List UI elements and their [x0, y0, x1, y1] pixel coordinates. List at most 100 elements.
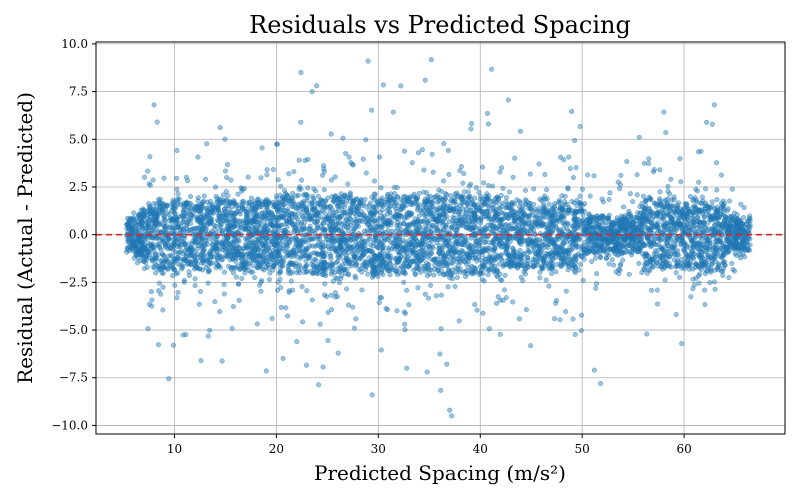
data-point: [431, 230, 437, 236]
data-point: [418, 269, 424, 275]
data-point: [410, 220, 416, 226]
data-point: [533, 238, 539, 244]
data-point: [322, 211, 328, 217]
data-point: [377, 209, 384, 216]
data-point: [609, 257, 615, 263]
data-point: [704, 209, 710, 215]
data-point: [525, 247, 531, 253]
data-point: [429, 199, 435, 206]
data-point: [564, 207, 570, 213]
data-point: [456, 224, 462, 230]
data-point: [387, 253, 394, 259]
data-point: [347, 192, 353, 198]
data-point: [497, 236, 503, 242]
data-point: [331, 198, 337, 204]
data-point: [421, 208, 427, 214]
data-point: [191, 254, 197, 260]
data-point: [380, 248, 386, 254]
data-point: [692, 195, 698, 201]
data-point: [702, 200, 709, 206]
data-point: [425, 262, 431, 268]
data-point: [411, 228, 418, 235]
data-point: [714, 196, 720, 203]
data-point: [156, 264, 162, 270]
data-point: [485, 272, 491, 278]
data-point: [315, 252, 321, 258]
data-point: [365, 271, 371, 277]
data-point: [245, 245, 251, 251]
data-point: [537, 254, 543, 260]
data-point: [705, 227, 711, 233]
data-point: [144, 252, 150, 258]
data-point: [190, 226, 197, 232]
data-point: [457, 269, 463, 275]
data-point: [129, 242, 135, 248]
data-point: [317, 209, 324, 215]
data-point: [630, 219, 636, 225]
data-point: [648, 196, 654, 202]
data-point: [586, 241, 592, 248]
data-point: [416, 213, 422, 219]
data-point: [516, 198, 522, 204]
data-point: [684, 253, 690, 259]
data-point: [287, 216, 293, 222]
data-point: [422, 268, 428, 274]
data-point: [235, 191, 241, 197]
data-point: [424, 244, 430, 250]
data-point: [246, 203, 252, 210]
data-point: [336, 203, 342, 209]
data-point: [535, 223, 541, 229]
data-point: [180, 219, 186, 225]
data-point: [375, 201, 381, 207]
data-point: [645, 219, 651, 225]
data-point: [275, 208, 281, 214]
data-point: [411, 236, 417, 242]
data-point: [560, 220, 566, 226]
data-point: [686, 224, 692, 231]
data-point: [298, 238, 304, 244]
data-point: [454, 259, 460, 265]
data-point: [290, 190, 296, 196]
data-point: [188, 261, 194, 267]
data-point: [139, 252, 145, 258]
data-point: [428, 267, 434, 273]
data-point: [480, 265, 486, 271]
data-point: [494, 194, 500, 200]
data-point: [291, 250, 297, 256]
data-point: [330, 261, 336, 267]
data-point: [564, 201, 570, 207]
data-point: [450, 254, 456, 260]
data-point: [161, 253, 167, 259]
data-point: [469, 216, 475, 222]
data-point: [202, 242, 208, 248]
data-point: [174, 254, 181, 260]
data-point: [404, 195, 410, 201]
data-point: [467, 207, 474, 213]
data-point: [404, 222, 410, 228]
data-point: [401, 265, 407, 271]
data-point: [243, 241, 249, 247]
data-point: [139, 218, 145, 224]
data-point: [503, 199, 509, 205]
data-point: [654, 260, 660, 266]
data-point: [341, 204, 347, 210]
data-point: [162, 244, 169, 250]
data-point: [518, 200, 524, 206]
data-point: [712, 229, 718, 235]
data-point: [441, 253, 447, 259]
data-point: [322, 253, 328, 260]
data-point: [478, 236, 484, 242]
data-point: [133, 252, 139, 258]
data-point: [461, 269, 467, 276]
data-point: [164, 210, 170, 216]
data-point: [541, 214, 547, 220]
data-point: [372, 218, 378, 224]
data-point: [463, 209, 469, 216]
data-point: [482, 256, 488, 262]
data-point: [465, 189, 471, 195]
data-point: [690, 251, 696, 257]
data-point: [675, 204, 681, 210]
data-point: [397, 250, 404, 256]
data-point: [498, 221, 504, 227]
data-point: [686, 266, 693, 272]
